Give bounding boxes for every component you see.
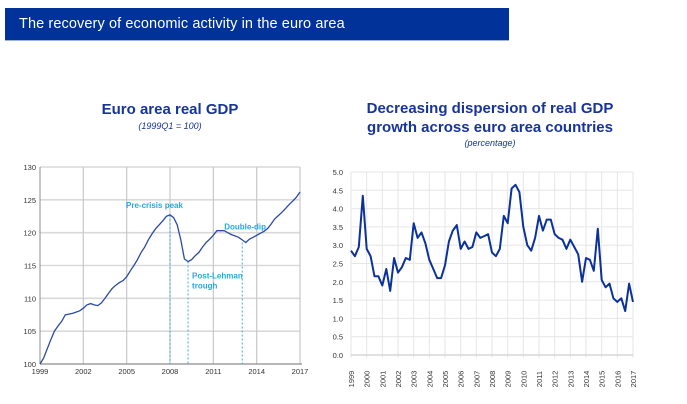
right-x-tick-label: 1999 <box>347 371 356 388</box>
right-x-tick-label: 2005 <box>441 371 450 388</box>
left-y-tick-label: 125 <box>23 196 36 205</box>
right-chart-subtitle: (percentage) <box>464 138 516 148</box>
right-x-tick-label: 2012 <box>551 371 560 388</box>
right-chart-title: Decreasing dispersion of real GDP growth… <box>366 100 614 136</box>
section-banner: The recovery of economic activity in the… <box>5 8 509 41</box>
left-y-tick-label: 130 <box>23 163 36 172</box>
left-x-tick-label: 2014 <box>248 367 265 376</box>
left-x-tick-label: 2017 <box>292 367 309 376</box>
right-x-tick-label: 2009 <box>504 371 513 388</box>
left-y-tick-label: 100 <box>23 360 36 369</box>
right-x-tick-label: 2003 <box>410 371 419 388</box>
right-x-tick-label: 2001 <box>378 371 387 388</box>
right-x-tick-label: 2010 <box>519 371 528 388</box>
left-series-line <box>39 191 301 365</box>
annotation-post-lehman-trough: Post-Lehman <box>192 272 243 281</box>
left-y-tick-label: 105 <box>23 327 36 336</box>
left-x-tick-label: 2002 <box>75 367 92 376</box>
annotation-post-lehman-trough-line2: trough <box>192 282 217 291</box>
right-x-tick-label: 2004 <box>425 371 434 388</box>
right-x-tick-label: 2014 <box>582 371 591 388</box>
banner-title: The recovery of economic activity in the… <box>19 16 345 32</box>
left-x-tick-label: 2005 <box>118 367 135 376</box>
right-x-tick-label: 2013 <box>566 371 575 388</box>
right-x-tick-label: 2017 <box>629 371 638 388</box>
right-y-tick-label: 4.5 <box>333 186 343 195</box>
right-y-tick-label: 1.0 <box>333 314 343 323</box>
right-x-tick-label: 2000 <box>363 371 372 388</box>
right-y-tick-label: 3.5 <box>333 223 343 232</box>
right-y-tick-label: 2.0 <box>333 278 343 287</box>
right-y-tick-label: 5.0 <box>333 168 343 177</box>
annotation-double-dip: Double-dip <box>224 223 266 232</box>
right-x-tick-label: 2006 <box>457 371 466 388</box>
left-chart-subtitle: (1999Q1 = 100) <box>138 121 202 131</box>
right-x-tick-label: 2008 <box>488 371 497 388</box>
right-x-tick-label: 2015 <box>598 371 607 388</box>
right-y-tick-label: 1.5 <box>333 296 343 305</box>
left-x-tick-label: 2011 <box>205 367 221 376</box>
annotation-pre-crisis-peak: Pre-crisis peak <box>126 201 183 210</box>
left-x-tick-label: 2008 <box>162 367 179 376</box>
right-y-tick-label: 4.0 <box>333 205 343 214</box>
right-x-tick-label: 2011 <box>535 371 544 387</box>
right-series-line <box>350 183 634 313</box>
left-chart-title: Euro area real GDP <box>101 101 239 118</box>
left-y-tick-label: 120 <box>23 229 36 238</box>
right-y-tick-label: 0.0 <box>333 351 343 360</box>
right-x-tick-label: 2002 <box>394 371 403 388</box>
right-x-tick-label: 2016 <box>613 371 622 388</box>
right-y-tick-label: 2.5 <box>333 260 343 269</box>
left-y-tick-label: 110 <box>24 294 36 303</box>
right-x-tick-label: 2007 <box>472 371 481 388</box>
left-x-tick-label: 1999 <box>32 367 49 376</box>
right-y-tick-label: 3.0 <box>333 241 343 250</box>
left-y-tick-label: 115 <box>24 262 36 271</box>
right-y-tick-label: 0.5 <box>333 333 343 342</box>
right-chart-dispersion: 0.0 0.5 1.0 1.5 2.0 2.5 3.0 3.5 4.0 4.5 5.0 1999 200… <box>333 168 638 387</box>
left-chart-gdp: 100 105 110 115 120 125 130 1999 2002 2005 2008 201… <box>23 163 308 376</box>
